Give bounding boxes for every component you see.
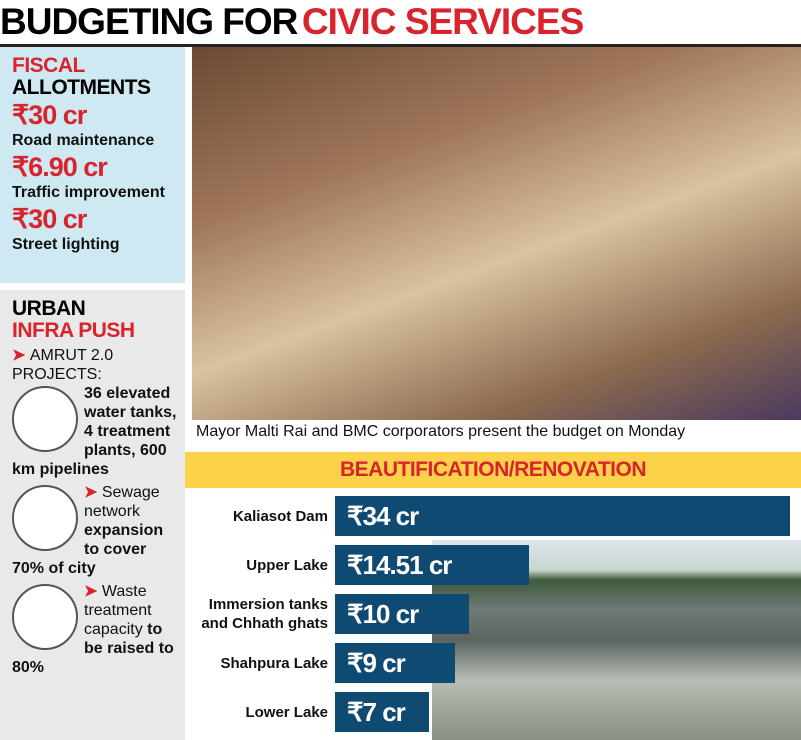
panel-title: INFRA PUSH <box>12 319 135 342</box>
category-label: Immersion tanks and Chhath ghats <box>201 596 328 632</box>
item-head: ➤ AMRUT 2.0 PROJECTS: <box>12 346 177 384</box>
item-text: Waste treatment capacity <box>84 583 152 638</box>
value-label: ₹34 cr <box>347 501 419 531</box>
panel-title: FISCAL <box>12 54 85 77</box>
category-label: Lower Lake <box>245 703 328 721</box>
urban-item: ➤ AMRUT 2.0 PROJECTS: 36 elevated water t… <box>12 346 177 479</box>
bar: ₹9 cr <box>335 643 456 683</box>
category-label: Upper Lake <box>246 556 328 574</box>
urban-item: ➤ Waste treatment capacity to be raised … <box>12 582 177 677</box>
bar: ₹14.51 cr <box>335 545 530 585</box>
category-label: Shahpura Lake <box>220 654 328 672</box>
urban-item: ➤ Sewage network expansion to cover 70% … <box>12 483 177 578</box>
item-text: AMRUT 2.0 PROJECTS: <box>12 347 114 383</box>
item-text: Sewage network <box>84 484 160 520</box>
amount-label: Street lighting <box>12 236 120 253</box>
amount: ₹30 cr <box>12 204 87 234</box>
panel-title: ALLOTMENTS <box>12 76 151 99</box>
amount-label: Traffic improvement <box>12 184 165 201</box>
bar: ₹7 cr <box>335 692 429 732</box>
item-bold: 36 elevated water tanks, 4 treatment pla… <box>12 385 177 478</box>
header: BUDGETING FOR CIVIC SERVICES <box>0 0 801 47</box>
chart-title: BEAUTIFICATION/RENOVATION <box>185 452 801 488</box>
value-label: ₹7 cr <box>347 697 406 727</box>
amount: ₹30 cr <box>12 100 87 130</box>
arrow: ➤ <box>84 583 102 600</box>
urban-list: ➤ AMRUT 2.0 PROJECTS: 36 elevated water t… <box>12 346 177 677</box>
panel-title: URBAN <box>12 297 86 320</box>
arrow: ➤ <box>84 484 102 501</box>
bar: ₹10 cr <box>335 594 469 634</box>
fiscal-panel: FISCAL ALLOTMENTS ₹30 cr Road maintenance… <box>0 47 185 283</box>
amount: ₹6.90 cr <box>12 152 108 182</box>
category-label: Kaliasot Dam <box>232 507 328 525</box>
fiscal-list: ₹30 cr Road maintenance ₹6.90 cr Traffic im… <box>12 99 185 255</box>
icon <box>12 485 78 551</box>
urban-panel: URBAN INFRA PUSH ➤ AMRUT 2.0 PROJECTS: 36… <box>0 290 185 740</box>
photo-caption: Mayor Malti Rai and BMC corporators pres… <box>196 423 686 440</box>
bar: ₹34 cr <box>335 496 790 536</box>
title-part: CIVIC SERVICES <box>301 1 584 42</box>
item-bold: to be raised to 80% <box>12 621 174 676</box>
icon <box>12 584 78 650</box>
value-label: ₹10 cr <box>347 599 419 629</box>
photo <box>192 47 801 420</box>
value-label: ₹9 cr <box>347 648 406 678</box>
arrow: ➤ <box>12 347 30 364</box>
amount-label: Road maintenance <box>12 132 155 149</box>
item-bold: expansion to cover 70% of city <box>12 522 164 577</box>
value-label: ₹14.51 cr <box>347 550 452 580</box>
title-part: BUDGETING FOR <box>0 1 298 42</box>
icon <box>12 386 78 452</box>
